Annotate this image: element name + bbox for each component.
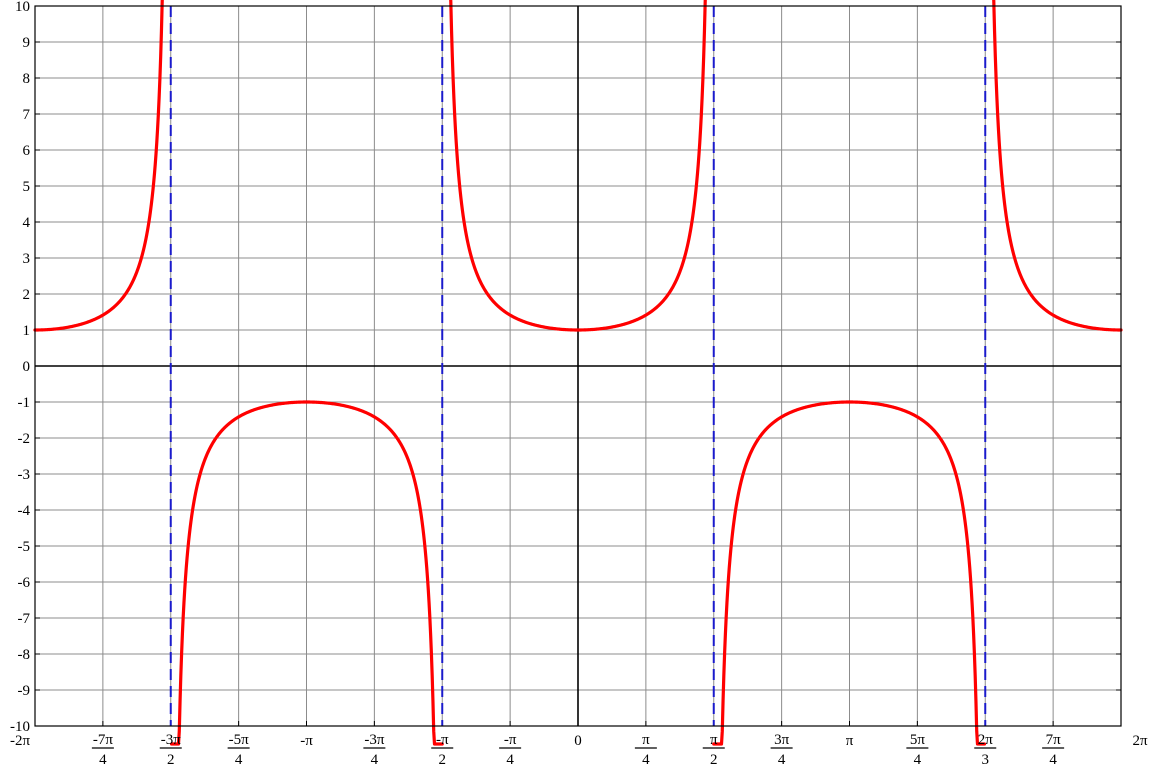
x-tick-label: 0 [574, 733, 582, 749]
x-tick-label: π [846, 733, 854, 749]
x-tick-numerator: 3π [774, 732, 790, 748]
x-tick-denominator: 4 [1049, 752, 1057, 767]
plot-frame [34, 5, 1122, 727]
y-tick-label: -2 [18, 431, 31, 447]
x-tick-text: -π [300, 733, 313, 749]
y-tick-label: 4 [23, 215, 31, 231]
y-tick-label: 5 [23, 179, 31, 195]
x-tick-label: 5π4 [906, 732, 929, 767]
y-tick-label: 0 [23, 359, 31, 375]
y-tick-label: -1 [18, 395, 31, 411]
y-tick-label: -10 [10, 719, 30, 735]
x-tick-numerator: -3π [161, 732, 181, 748]
x-tick-label: -π 2 [431, 732, 454, 767]
x-tick-label: π2 [702, 732, 725, 767]
series-sec-branch [169, 400, 444, 746]
x-tick-numerator: -7π [93, 732, 113, 748]
x-tick-denominator: 4 [99, 752, 107, 767]
x-tick-label: 7π4 [1042, 732, 1065, 767]
x-tick-denominator: 2 [167, 752, 175, 767]
y-tick-label: -9 [18, 683, 31, 699]
x-tick-numerator: 7π [1046, 732, 1062, 748]
x-tick-denominator: 4 [506, 752, 514, 767]
y-tick-label: 10 [15, 0, 30, 15]
y-tick-label: -4 [18, 503, 31, 519]
y-tick-label: 1 [23, 323, 31, 339]
x-tick-numerator: π [642, 732, 650, 748]
x-tick-label: π4 [634, 732, 657, 767]
series-sec-branch [712, 400, 987, 746]
x-tick-denominator: 4 [235, 752, 243, 767]
x-tick-numerator: π [710, 732, 718, 748]
x-tick-text: 0 [574, 733, 582, 749]
x-tick-denominator: 2 [439, 752, 447, 767]
asymptotes [169, 6, 987, 726]
series-sec-branch [33, 0, 164, 332]
y-tick-label: 8 [23, 71, 31, 87]
x-tick-numerator: -3π [364, 732, 384, 748]
x-tick-numerator: -π [436, 732, 449, 748]
x-tick-label: 2π3 [974, 732, 997, 767]
y-tick-label: -8 [18, 647, 31, 663]
y-tick-label: -3 [18, 467, 31, 483]
x-tick-denominator: 2 [710, 752, 718, 767]
x-tick-denominator: 4 [371, 752, 379, 767]
x-tick-numerator: 2π [978, 732, 994, 748]
x-tick-label: -5π4 [227, 732, 250, 767]
y-tick-label: 7 [23, 107, 31, 123]
x-tick-numerator: -π [504, 732, 517, 748]
y-tick-label: -6 [18, 575, 31, 591]
x-tick-text: 2π [1132, 733, 1148, 749]
x-tick-label: -3π2 [159, 732, 182, 767]
y-tick-label: 6 [23, 143, 31, 159]
x-tick-text: -2π [10, 733, 30, 749]
y-tick-label: 3 [23, 251, 31, 267]
series-sec-branch [992, 0, 1123, 332]
y-tick-label: 9 [23, 35, 31, 51]
x-tick-denominator: 4 [778, 752, 786, 767]
x-tick-denominator: 4 [914, 752, 922, 767]
x-tick-label: -7π4 [91, 732, 114, 767]
x-tick-denominator: 4 [642, 752, 650, 767]
y-tick-label: -5 [18, 539, 31, 555]
x-tick-numerator: 5π [910, 732, 926, 748]
x-tick-numerator: -5π [229, 732, 249, 748]
x-tick-label: -π [300, 733, 313, 749]
series-sec-branch [449, 0, 707, 332]
x-tick-label: -π 4 [499, 732, 522, 767]
series-layer [33, 0, 1123, 746]
x-tick-text: π [846, 733, 854, 749]
x-tick-label: -3π4 [363, 732, 386, 767]
x-tick-label: 3π4 [770, 732, 793, 767]
y-tick-label: 2 [23, 287, 31, 303]
y-tick-label: -7 [18, 611, 31, 627]
x-tick-denominator: 3 [982, 752, 990, 767]
x-tick-label: -2π [10, 733, 30, 749]
x-tick-label: 2π [1132, 733, 1148, 749]
